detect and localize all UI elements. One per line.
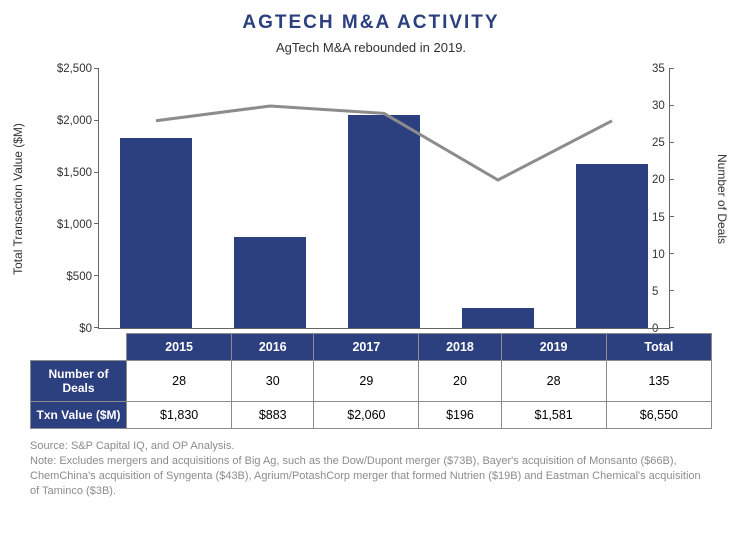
chart-subtitle: AgTech M&A rebounded in 2019. bbox=[30, 40, 712, 55]
plot-area bbox=[98, 69, 670, 329]
table-col-header: 2017 bbox=[314, 334, 419, 361]
table-cell: $6,550 bbox=[606, 402, 711, 429]
table-cell: $883 bbox=[232, 402, 314, 429]
table-row: Number of Deals2830292028135 bbox=[31, 361, 712, 402]
table-row-header: Txn Value ($M) bbox=[31, 402, 127, 429]
table-col-header: 2016 bbox=[232, 334, 314, 361]
table-cell: 28 bbox=[127, 361, 232, 402]
note-line: Note: Excludes mergers and acquisitions … bbox=[30, 454, 712, 499]
table-cell: 29 bbox=[314, 361, 419, 402]
line-series bbox=[156, 106, 612, 180]
table-cell: 28 bbox=[501, 361, 606, 402]
table-cell: $196 bbox=[419, 402, 501, 429]
y-tick-left: $0 bbox=[40, 323, 92, 335]
table-row-header: Number of Deals bbox=[31, 361, 127, 402]
table-col-header: Total bbox=[606, 334, 711, 361]
chart-area: Total Transaction Value ($M) Number of D… bbox=[30, 69, 712, 329]
table-cell: $1,581 bbox=[501, 402, 606, 429]
table-cell: 30 bbox=[232, 361, 314, 402]
table-col-header: 2019 bbox=[501, 334, 606, 361]
y-tick-left: $1,000 bbox=[40, 219, 92, 231]
footnotes: Source: S&P Capital IQ, and OP Analysis.… bbox=[30, 439, 712, 498]
y-tick-left: $500 bbox=[40, 271, 92, 283]
table-blank-corner bbox=[31, 334, 127, 361]
y-axis-left-label: Total Transaction Value ($M) bbox=[11, 123, 25, 275]
y-tick-left: $2,000 bbox=[40, 115, 92, 127]
y-ticks-left: $0$500$1,000$1,500$2,000$2,500 bbox=[40, 69, 92, 329]
chart-title: AGTECH M&A ACTIVITY bbox=[30, 12, 712, 34]
table-row: Txn Value ($M)$1,830$883$2,060$196$1,581… bbox=[31, 402, 712, 429]
table-col-header: 2015 bbox=[127, 334, 232, 361]
data-table: 20152016201720182019Total Number of Deal… bbox=[30, 333, 712, 429]
y-tick-left: $2,500 bbox=[40, 63, 92, 75]
table-col-header: 2018 bbox=[419, 334, 501, 361]
y-tick-left: $1,500 bbox=[40, 167, 92, 179]
table-cell: $1,830 bbox=[127, 402, 232, 429]
table-cell: 20 bbox=[419, 361, 501, 402]
source-line: Source: S&P Capital IQ, and OP Analysis. bbox=[30, 439, 712, 454]
y-axis-right-label: Number of Deals bbox=[715, 154, 729, 244]
table-cell: $2,060 bbox=[314, 402, 419, 429]
table-cell: 135 bbox=[606, 361, 711, 402]
